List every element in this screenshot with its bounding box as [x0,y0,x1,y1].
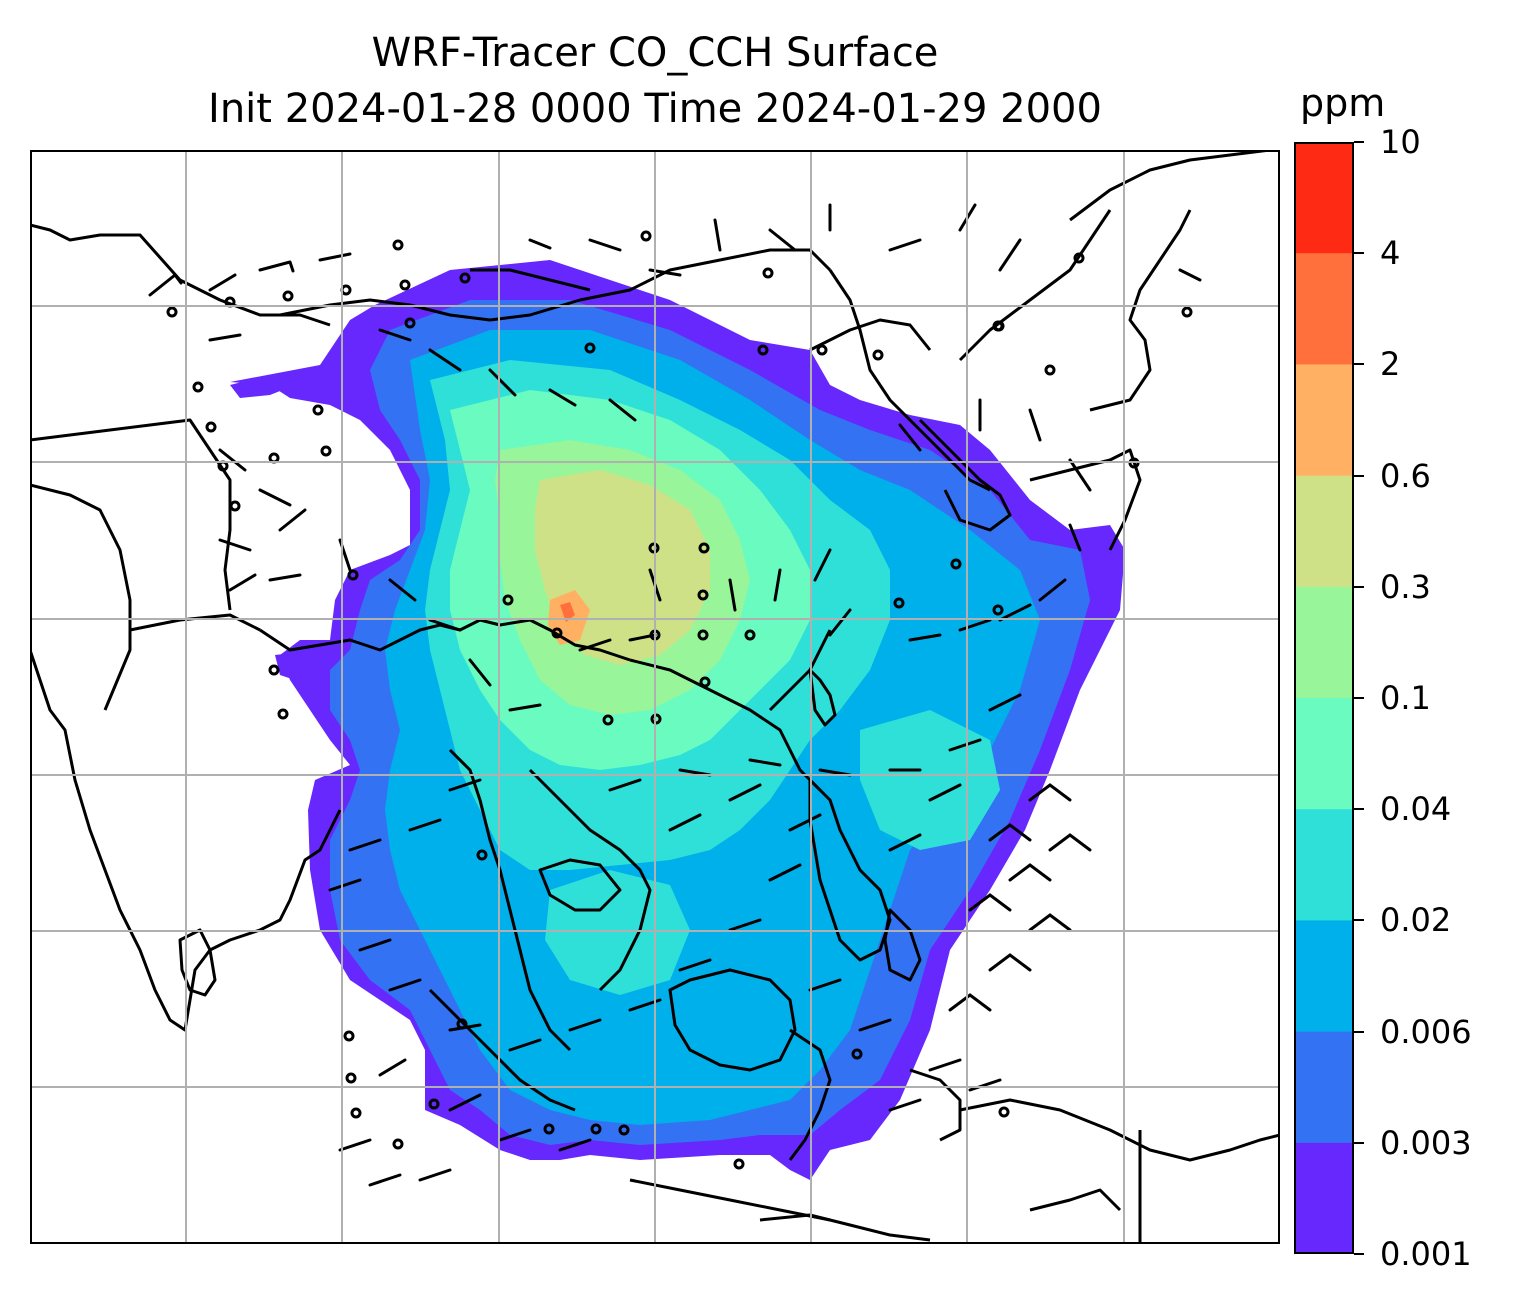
colorbar-tick-label: 0.3 [1380,567,1431,606]
map-frame [30,150,1280,1244]
colorbar-unit-label: ppm [1300,81,1386,125]
colorbar-tick-label: 2 [1380,345,1401,384]
colorbar-tick-mark [1354,141,1364,143]
colorbar-tick-label: 0.001 [1380,1235,1472,1273]
colorbar-tick-label: 4 [1380,234,1401,273]
colorbar-tick-label: 0.003 [1380,1123,1472,1162]
colorbar-tick-label: 10 [1380,123,1421,161]
colorbar-tick-mark [1354,808,1364,811]
colorbar-segment [1294,809,1354,921]
colorbar-tick-label: 0.1 [1380,679,1431,717]
colorbar-segment [1294,586,1354,699]
wind-barbs [148,203,1202,1187]
colorbar-tick-mark [1354,1030,1364,1033]
colorbar-tick-mark [1354,252,1364,255]
colorbar-tick-mark [1354,1141,1364,1144]
colorbar [1294,142,1354,1254]
colorbar-segment [1294,253,1354,365]
colorbar-segment [1294,698,1354,810]
colorbar-tick-label: 0.006 [1380,1012,1472,1051]
colorbar-tick-mark [1354,1253,1364,1255]
colorbar-tick-mark [1354,585,1364,588]
colorbar-segment [1294,1031,1354,1144]
colorbar-tick-label: 0.04 [1380,790,1452,829]
map-title-line2: Init 2024-01-28 0000 Time 2024-01-29 200… [208,86,1102,132]
map-title-line1: WRF-Tracer CO_CCH Surface [371,30,939,76]
colorbar-tick-mark [1354,363,1364,366]
colorbar-tick-label: 0.02 [1380,901,1452,940]
colorbar-tick-mark [1354,919,1364,922]
colorbar-segment [1294,920,1354,1033]
graticule [30,150,1280,1244]
colorbar-frame [1294,142,1354,1254]
colorbar-segment [1294,475,1354,588]
colorbar-tick-mark [1354,474,1364,477]
calm-markers [166,230,1193,1170]
concentration-field [230,260,1125,1180]
colorbar-segment [1294,142,1354,254]
colorbar-segment [1294,1142,1354,1254]
colorbar-tick-mark [1354,697,1364,699]
map-panel [30,150,1280,1244]
colorbar-segment [1294,364,1354,477]
colorbar-tick-label: 0.6 [1380,456,1431,495]
